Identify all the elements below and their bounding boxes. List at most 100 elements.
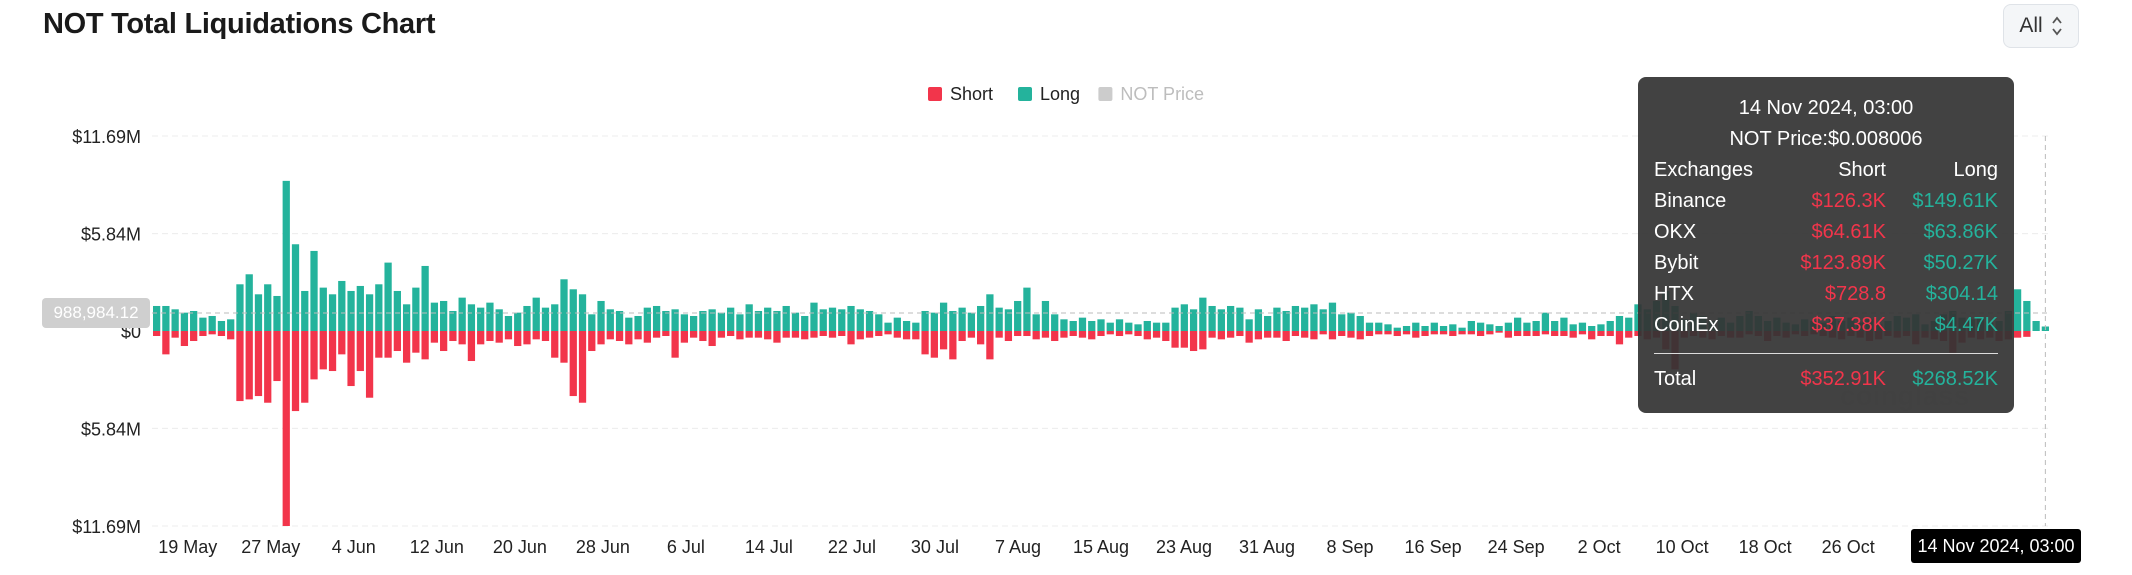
short-bar bbox=[1217, 331, 1225, 340]
long-bar bbox=[634, 315, 642, 331]
short-bar bbox=[523, 331, 531, 345]
long-bar bbox=[1393, 327, 1401, 331]
long-bar bbox=[2013, 289, 2022, 331]
short-bar bbox=[495, 331, 503, 343]
long-bar bbox=[1365, 322, 1374, 331]
short-bar bbox=[884, 331, 892, 335]
short-bar bbox=[1301, 331, 1309, 338]
long-bar bbox=[699, 310, 707, 331]
long-bar bbox=[1310, 304, 1318, 331]
tooltip-row: Bybit $123.89K $50.27K bbox=[1654, 248, 1998, 279]
legend-item-long[interactable]: Long bbox=[1018, 84, 1080, 104]
short-bar bbox=[1393, 331, 1401, 337]
short-bar bbox=[440, 331, 448, 352]
tooltip-exchange: CoinEx bbox=[1654, 314, 1719, 336]
tooltip-short: $37.38K bbox=[1811, 314, 1886, 336]
long-bar bbox=[171, 309, 179, 331]
short-bar bbox=[477, 331, 485, 345]
long-bar bbox=[282, 180, 290, 331]
long-bar bbox=[560, 279, 568, 331]
tooltip-long: $50.27K bbox=[1923, 252, 1998, 274]
tooltip-row: OKX $64.61K $63.86K bbox=[1654, 217, 1998, 248]
legend-label: NOT Price bbox=[1120, 84, 1204, 104]
legend-label: Long bbox=[1040, 84, 1080, 104]
legend-item-not-price[interactable]: NOT Price bbox=[1098, 84, 1204, 104]
long-bar bbox=[273, 295, 281, 331]
long-bar bbox=[727, 307, 735, 331]
long-bar bbox=[384, 262, 392, 331]
short-bar bbox=[449, 331, 457, 342]
long-bar bbox=[1125, 322, 1133, 331]
long-bar bbox=[606, 309, 614, 331]
page-title: NOT Total Liquidations Chart bbox=[43, 8, 436, 40]
short-bar bbox=[1282, 331, 1290, 342]
long-bar bbox=[615, 310, 624, 331]
tooltip-header-row: Exchanges Short Long bbox=[1654, 155, 1998, 186]
short-bar bbox=[393, 331, 401, 352]
tooltip-long: $149.61K bbox=[1912, 190, 1998, 212]
short-bar bbox=[1384, 331, 1392, 335]
long-bar bbox=[1106, 322, 1114, 331]
long-bar bbox=[1264, 315, 1272, 331]
long-bar bbox=[402, 304, 411, 331]
long-bar bbox=[1430, 322, 1438, 331]
short-bar bbox=[504, 331, 513, 340]
short-bar bbox=[180, 331, 189, 347]
short-bar bbox=[902, 331, 911, 340]
x-tick-label: 2 Oct bbox=[1578, 537, 1621, 557]
short-bar bbox=[1375, 331, 1383, 335]
tooltip-row: Binance $126.3K $149.61K bbox=[1654, 186, 1998, 217]
hover-date-label: 14 Nov 2024, 03:00 bbox=[1911, 529, 2081, 563]
x-tick-label: 22 Jul bbox=[828, 537, 876, 557]
chevron-up-down-icon bbox=[2051, 15, 2063, 37]
legend-item-short[interactable]: Short bbox=[928, 84, 993, 104]
long-bar bbox=[190, 310, 198, 331]
long-bar bbox=[1504, 322, 1513, 331]
long-bar bbox=[449, 310, 457, 331]
long-bar bbox=[1152, 322, 1161, 331]
short-bar bbox=[421, 331, 429, 360]
short-bar bbox=[801, 331, 809, 340]
short-bar bbox=[634, 331, 642, 340]
short-bar bbox=[1319, 331, 1327, 335]
short-bar bbox=[1356, 331, 1364, 340]
long-bar bbox=[1199, 297, 1207, 331]
x-tick-label: 30 Jul bbox=[911, 537, 959, 557]
short-bar bbox=[680, 331, 688, 343]
short-bar bbox=[1245, 331, 1253, 343]
short-bar bbox=[1060, 331, 1068, 338]
short-bar bbox=[254, 331, 263, 397]
long-bar bbox=[958, 307, 966, 331]
long-bar bbox=[1041, 300, 1050, 331]
range-select[interactable]: All bbox=[2003, 4, 2079, 48]
short-bar bbox=[967, 331, 976, 338]
long-bar bbox=[939, 302, 948, 331]
short-bar bbox=[662, 331, 670, 337]
short-bar bbox=[1439, 331, 1448, 335]
long-bar bbox=[430, 302, 439, 331]
short-bar bbox=[1560, 331, 1568, 337]
short-bar bbox=[356, 331, 364, 372]
long-bar bbox=[1384, 324, 1392, 331]
long-bar bbox=[921, 310, 929, 331]
long-bar bbox=[1523, 322, 1531, 331]
short-bar bbox=[1310, 331, 1318, 340]
short-bar bbox=[338, 331, 346, 355]
legend-label: Short bbox=[950, 84, 993, 104]
short-bar bbox=[1125, 331, 1133, 335]
long-bar bbox=[977, 305, 985, 331]
short-bar bbox=[1421, 331, 1429, 337]
short-bar bbox=[541, 331, 550, 342]
tooltip-row: HTX $728.8 $304.14 bbox=[1654, 279, 1998, 310]
short-bar bbox=[921, 331, 929, 355]
short-bar bbox=[264, 331, 272, 403]
long-bar bbox=[1569, 324, 1577, 331]
long-bar bbox=[1078, 317, 1087, 331]
short-bar bbox=[791, 331, 800, 338]
long-bar bbox=[689, 315, 698, 331]
tooltip-short: $123.89K bbox=[1800, 252, 1886, 274]
long-bar bbox=[865, 310, 874, 331]
tooltip-short: $126.3K bbox=[1811, 190, 1886, 212]
short-bar bbox=[375, 331, 383, 358]
short-bar bbox=[1023, 331, 1031, 337]
